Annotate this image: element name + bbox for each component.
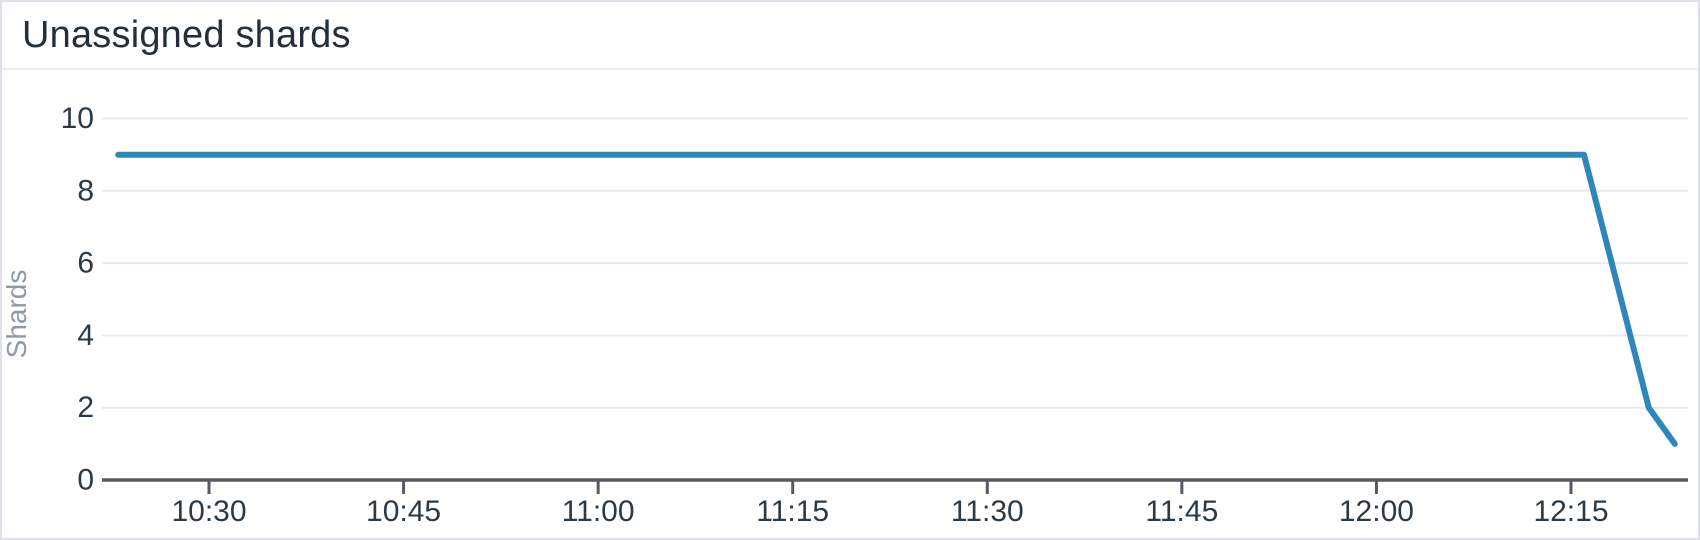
x-tick-label-11:00: 11:00 <box>562 495 635 528</box>
card-header: Unassigned shards <box>2 2 1698 70</box>
y-tick-label-0: 0 <box>77 464 94 497</box>
x-tick-label-11:45: 11:45 <box>1145 495 1218 528</box>
y-tick-label-4: 4 <box>77 319 94 352</box>
x-tick-label-10:45: 10:45 <box>366 495 441 528</box>
x-tick-label-11:15: 11:15 <box>756 495 829 528</box>
chart-title: Unassigned shards <box>22 13 351 56</box>
series-line-Unassigned shards <box>115 151 1678 447</box>
x-tick-label-12:00: 12:00 <box>1339 495 1414 528</box>
y-tick-label-2: 2 <box>77 391 94 424</box>
y-tick-label-10: 10 <box>61 102 94 135</box>
x-tick-label-12:15: 12:15 <box>1533 495 1608 528</box>
x-tick-label-11:30: 11:30 <box>951 495 1024 528</box>
y-tick-label-8: 8 <box>77 174 94 207</box>
x-tick-label-10:30: 10:30 <box>171 495 246 528</box>
y-tick-label-6: 6 <box>77 247 94 280</box>
y-axis-title: Shards <box>2 270 32 359</box>
